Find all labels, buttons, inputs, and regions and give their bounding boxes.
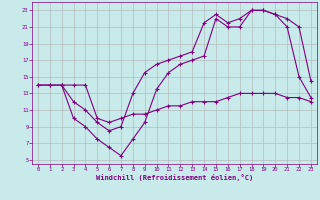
X-axis label: Windchill (Refroidissement éolien,°C): Windchill (Refroidissement éolien,°C) bbox=[96, 174, 253, 181]
